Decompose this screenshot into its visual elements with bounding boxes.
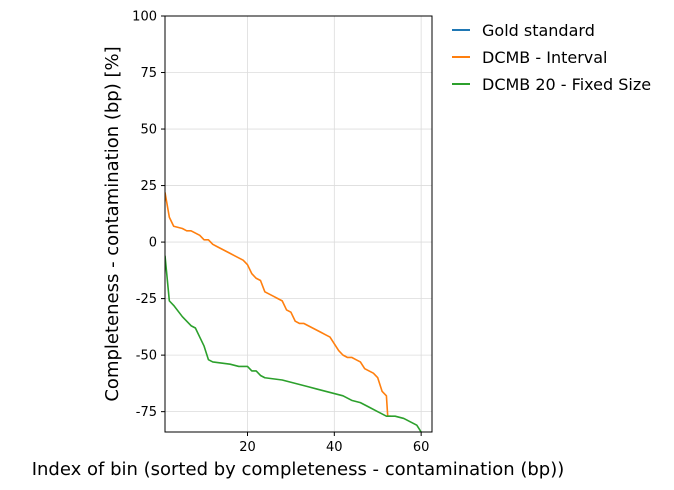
x-tick-label: 60: [413, 440, 430, 455]
y-tick-label: 0: [149, 236, 157, 251]
legend: Gold standard DCMB - Interval DCMB 20 - Fi…: [452, 21, 651, 94]
series-layer: [165, 192, 422, 432]
legend-label-gold-standard: Gold standard: [482, 21, 595, 40]
gridlines: [165, 15, 432, 432]
y-tick-label: 25: [140, 179, 157, 194]
y-tick-label: -75: [136, 405, 157, 420]
series-line-dcmb-20-fixed-size: [165, 255, 422, 432]
y-tick-label: -25: [136, 292, 157, 307]
series-line-dcmb-interval: [165, 192, 391, 417]
x-axis-label: Index of bin (sorted by completeness - c…: [32, 459, 565, 480]
y-tick-label: 50: [140, 123, 157, 138]
legend-label-dcmb-interval: DCMB - Interval: [482, 48, 608, 67]
y-tick-label: 75: [140, 66, 157, 81]
ticks: 20 40 60 100 75 50 25 0 -25 -50 -75: [132, 10, 429, 456]
y-tick-label: -50: [136, 349, 157, 364]
legend-label-dcmb-20-fixed-size: DCMB 20 - Fixed Size: [482, 75, 651, 94]
x-tick-label: 40: [326, 440, 343, 455]
plot-frame: [164, 15, 433, 433]
y-tick-label: 100: [132, 10, 157, 25]
x-tick-label: 20: [239, 440, 256, 455]
y-axis-label: Completeness - contamination (bp) [%]: [102, 46, 123, 401]
